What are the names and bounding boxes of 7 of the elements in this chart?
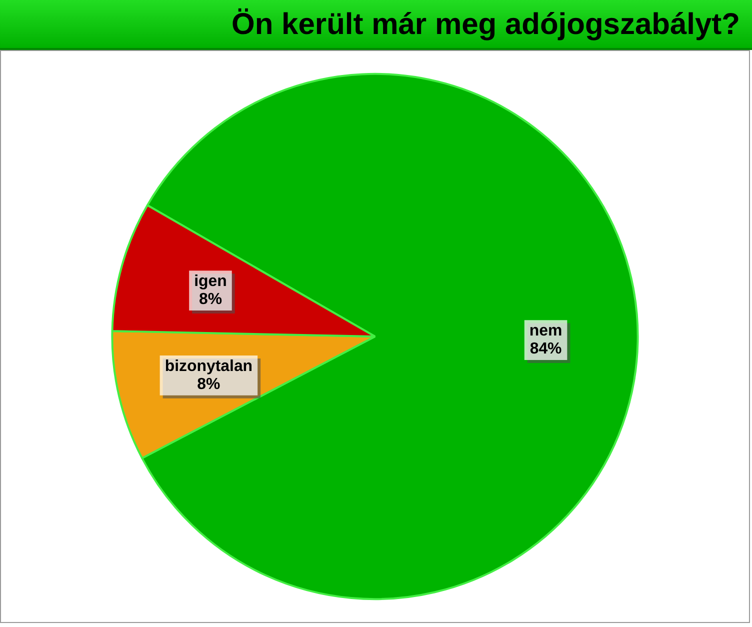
slice-label: igen [194,273,227,290]
data-label: 84% [530,340,562,358]
slice-label: nem [529,322,562,340]
slice-label: bizonytalan [164,358,253,375]
chart-title: Ön került már meg adójogszabályt? [232,8,740,41]
data-label: 8% [198,290,222,308]
data-label: 8% [197,376,220,393]
